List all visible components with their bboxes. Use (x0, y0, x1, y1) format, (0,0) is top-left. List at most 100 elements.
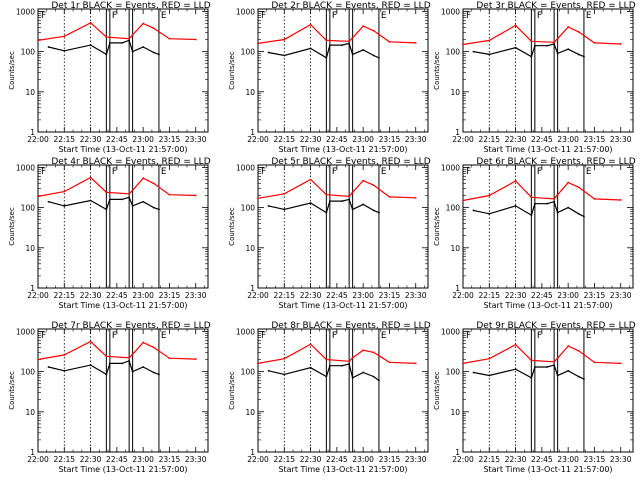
chart-panel-8: Det 8r BLACK = Events, RED = LLD 1 10 100 10… (228, 321, 431, 474)
y-tick-label: 1000 (441, 7, 460, 16)
lld-point (283, 357, 286, 360)
lld-point (593, 361, 596, 364)
events-point (553, 200, 556, 203)
lld-point (351, 36, 354, 39)
x-tick-label: 22:30 (80, 135, 102, 144)
lld-series-line (37, 22, 196, 41)
lld-point (152, 27, 155, 30)
events-point (142, 366, 145, 368)
events-point (372, 209, 375, 212)
x-tick-label: 23:30 (185, 135, 207, 144)
y-tick-label: 1 (455, 128, 460, 137)
lld-point (37, 195, 39, 198)
y-tick-label: 1 (250, 128, 255, 137)
lld-point (372, 351, 375, 354)
flag-label: F (466, 11, 471, 21)
lld-point (131, 353, 134, 356)
events-point (488, 53, 491, 56)
panel-title: Det 8r BLACK = Events, RED = LLD (271, 321, 430, 331)
lld-point (142, 341, 145, 344)
lld-point (283, 38, 286, 41)
events-point (533, 202, 536, 205)
lld-point (488, 357, 491, 360)
lld-point (63, 35, 66, 38)
x-tick-label: 22:45 (106, 455, 128, 464)
events-point (567, 369, 570, 372)
chart-panel-5: Det 5r BLACK = Events, RED = LLD 1 10 100 10… (228, 157, 431, 310)
events-point (309, 202, 312, 204)
x-tick-label: 23:30 (405, 135, 427, 144)
x-axis-label: Start Time (13-Oct-11 21:57:00) (58, 145, 187, 154)
events-series-line (473, 364, 585, 380)
lld-point (556, 357, 559, 360)
lld-point (152, 346, 155, 349)
lld-point (362, 179, 365, 182)
flag-label: F (112, 331, 117, 341)
x-tick-label: 23:00 (352, 291, 374, 300)
events-point (348, 198, 351, 201)
y-tick-label: 1000 (236, 327, 255, 336)
lld-point (309, 178, 312, 181)
flag-label: F (112, 11, 117, 21)
events-point (546, 366, 549, 368)
events-point (556, 52, 559, 55)
events-point (108, 198, 111, 201)
y-axis-label: Counts/sec (228, 207, 236, 246)
events-point (152, 206, 155, 209)
x-tick-label: 22:00 (247, 291, 269, 300)
events-point (89, 44, 92, 47)
events-point (158, 53, 160, 56)
events-point (372, 375, 375, 378)
events-point (583, 215, 585, 218)
events-point (283, 54, 286, 57)
events-point (583, 378, 585, 381)
plot-frame (462, 8, 634, 133)
events-point (131, 50, 134, 53)
x-axis-label: Start Time (13-Oct-11 21:57:00) (58, 465, 187, 474)
events-point (131, 370, 134, 373)
y-tick-label: 1 (30, 284, 35, 293)
y-tick-label: 1000 (16, 163, 35, 172)
events-point (47, 200, 50, 203)
x-tick-label: 22:45 (531, 135, 553, 144)
events-point (351, 53, 354, 56)
lld-point (388, 195, 391, 198)
lld-point (257, 197, 259, 200)
events-point (341, 44, 344, 47)
events-point (362, 203, 365, 206)
lld-point (593, 41, 596, 44)
x-tick-label: 23:00 (557, 291, 579, 300)
flag-label: E (381, 167, 387, 177)
x-tick-label: 23:15 (584, 135, 606, 144)
x-tick-label: 22:00 (452, 455, 474, 464)
lld-point (593, 197, 596, 200)
events-point (530, 214, 533, 217)
x-tick-label: 22:30 (80, 455, 102, 464)
x-axis-label: Start Time (13-Oct-11 21:57:00) (278, 301, 407, 310)
x-tick-label: 22:30 (505, 291, 527, 300)
lld-point (168, 37, 171, 40)
events-point (63, 49, 66, 52)
x-tick-label: 22:45 (106, 291, 128, 300)
x-tick-label: 22:45 (531, 291, 553, 300)
events-point (567, 48, 570, 51)
lld-point (348, 360, 351, 363)
x-tick-label: 23:30 (610, 455, 632, 464)
lld-point (131, 34, 134, 36)
lld-point (152, 182, 155, 185)
panel-title: Det 6r BLACK = Events, RED = LLD (476, 157, 635, 167)
y-tick-label: 1000 (236, 163, 255, 172)
lld-point (567, 345, 570, 348)
lld-point (556, 37, 559, 40)
events-point (152, 51, 155, 54)
events-point (309, 366, 312, 369)
lld-point (351, 356, 354, 359)
x-tick-label: 23:00 (132, 455, 154, 464)
y-tick-label: 100 (446, 48, 461, 57)
y-tick-label: 1 (30, 448, 35, 457)
lld-series-line (462, 24, 621, 46)
x-tick-label: 23:30 (610, 135, 632, 144)
x-tick-label: 23:15 (379, 291, 401, 300)
lld-series-line (257, 178, 416, 199)
events-point (89, 364, 92, 367)
